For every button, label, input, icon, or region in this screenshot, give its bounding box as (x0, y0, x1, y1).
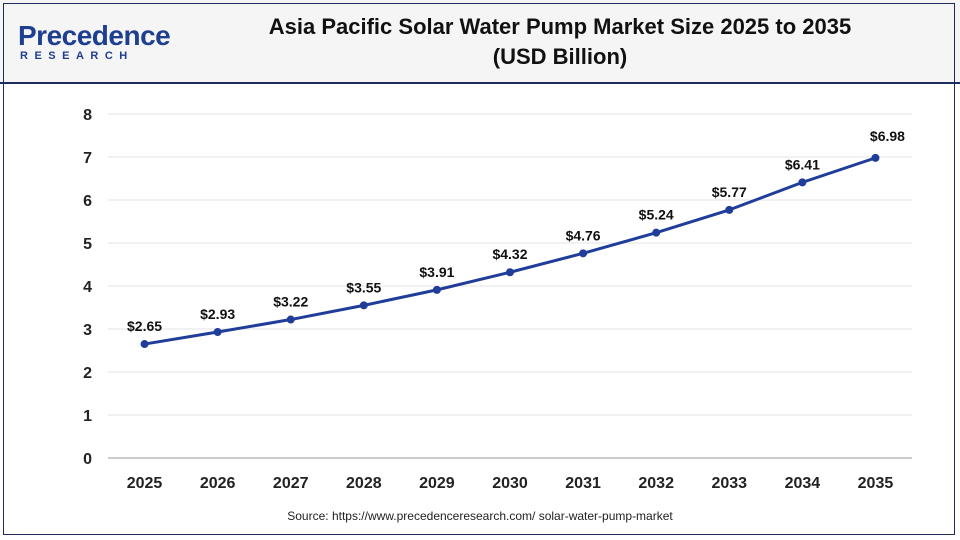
data-point (579, 249, 588, 258)
data-point (725, 205, 734, 214)
x-tick-label: 2028 (346, 475, 382, 492)
x-tick-label: 2029 (419, 475, 455, 492)
y-tick-label: 3 (83, 322, 92, 339)
data-label: $6.98 (870, 128, 905, 144)
chart-title-line1: Asia Pacific Solar Water Pump Market Siz… (268, 14, 852, 39)
header-bar: Precedence RESEARCH Asia Pacific Solar W… (0, 0, 960, 82)
data-point (432, 285, 441, 294)
logo-main-text: Precedence (18, 20, 171, 51)
data-label: $2.65 (127, 318, 162, 334)
outer-frame (3, 3, 955, 535)
x-tick-label: 2026 (200, 475, 236, 492)
y-tick-label: 7 (83, 150, 92, 167)
y-tick-label: 2 (83, 365, 92, 382)
data-label: $4.32 (492, 246, 527, 262)
chart-title: Asia Pacific Solar Water Pump Market Siz… (200, 12, 920, 72)
x-tick-label: 2033 (711, 475, 747, 492)
data-label: $6.41 (785, 156, 820, 172)
data-label: $5.24 (639, 207, 674, 223)
data-label-layer: $2.65 $2.93 $3.22 $3.55 $3.91 $4.32 $4.76 $5.24… (127, 128, 905, 334)
data-point (798, 178, 807, 187)
x-tick-label: 2035 (858, 475, 894, 492)
y-tick-label: 6 (83, 193, 92, 210)
header-divider (0, 82, 960, 84)
source-note: Source: https://www.precedenceresearch.c… (287, 509, 673, 523)
line-chart: 0 1 2 3 4 5 6 7 8 2025 2026 2027 2028 2029 2030 2031 203… (83, 107, 912, 492)
data-point (506, 268, 514, 277)
axis-layer: 0 1 2 3 4 5 6 7 8 2025 2026 2027 2028 2029 2030 2031 203… (83, 107, 912, 492)
y-tick-label: 5 (83, 236, 92, 253)
x-tick-label: 2032 (638, 475, 674, 492)
data-label: $3.22 (273, 294, 308, 310)
series-layer (140, 153, 880, 349)
data-label: $3.91 (419, 264, 454, 280)
x-tick-label: 2027 (273, 475, 309, 492)
data-label: $5.77 (712, 184, 747, 200)
logo-sub-text: RESEARCH (20, 50, 134, 62)
y-tick-label: 8 (83, 107, 92, 124)
data-point (286, 315, 295, 324)
x-tick-label: 2030 (492, 475, 528, 492)
data-label: $4.76 (566, 227, 601, 243)
data-point (359, 301, 368, 310)
data-point (652, 228, 661, 237)
x-tick-label: 2025 (127, 475, 163, 492)
data-point (140, 340, 149, 349)
chart-title-line2: (USD Billion) (492, 44, 628, 69)
data-point (871, 153, 880, 162)
x-tick-label: 2034 (785, 475, 821, 492)
y-tick-label: 1 (83, 408, 92, 425)
brand-logo: Precedence RESEARCH (16, 20, 171, 64)
y-tick-label: 0 (83, 451, 92, 468)
data-label: $3.55 (346, 279, 381, 295)
y-tick-label: 4 (83, 279, 92, 296)
data-label: $2.93 (200, 306, 235, 322)
data-point (213, 328, 222, 337)
x-tick-label: 2031 (565, 475, 601, 492)
